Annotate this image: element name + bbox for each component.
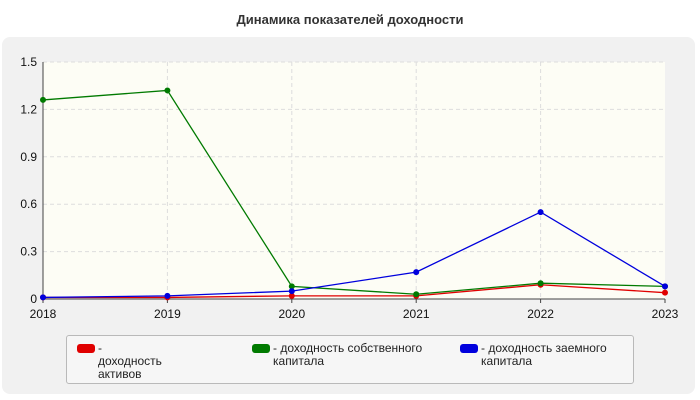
- x-tick-label: 2021: [403, 307, 430, 321]
- data-point-2: [288, 288, 295, 295]
- legend-swatch-debt: [460, 344, 478, 353]
- data-point-1: [413, 291, 420, 298]
- x-tick-label: 2020: [278, 307, 305, 321]
- series-line-1: [42, 89, 666, 295]
- legend-label-equity: - доходность собственного капитала: [273, 341, 423, 368]
- data-point-1: [40, 96, 46, 103]
- y-tick-label: 0.6: [20, 197, 37, 211]
- data-point-1: [537, 280, 544, 287]
- data-point-1: [164, 87, 171, 94]
- data-point-2: [40, 294, 46, 301]
- series-line-0: [43, 284, 666, 299]
- y-tick-label: 1.2: [20, 102, 37, 116]
- x-tick-label: 2019: [154, 307, 181, 321]
- data-point-2: [413, 269, 420, 276]
- legend-label-assets: - доходность активов: [98, 341, 162, 381]
- data-point-2: [164, 292, 171, 299]
- data-point-1: [288, 283, 295, 290]
- data-point-2: [537, 209, 544, 216]
- data-point-0: [288, 292, 295, 299]
- plot-background: [43, 62, 665, 299]
- y-tick-label: 0: [30, 292, 37, 306]
- y-tick-label: 1.5: [20, 55, 37, 69]
- x-tick-label: 2023: [652, 307, 679, 321]
- legend: - доходность активов - доходность собств…: [66, 335, 634, 384]
- data-point-0: [662, 289, 668, 296]
- x-tick-label: 2018: [30, 307, 57, 321]
- legend-swatch-equity: [252, 344, 270, 353]
- x-tick-label: 2022: [527, 307, 554, 321]
- y-tick-label: 0.3: [20, 245, 37, 259]
- series-line-2: [42, 211, 666, 299]
- y-tick-label: 0.9: [20, 150, 37, 164]
- legend-label-debt: - доходность заемного капитала: [481, 341, 607, 368]
- chart-title: Динамика показателей доходности: [236, 12, 464, 27]
- data-point-2: [662, 283, 668, 290]
- legend-swatch-assets: [77, 344, 95, 353]
